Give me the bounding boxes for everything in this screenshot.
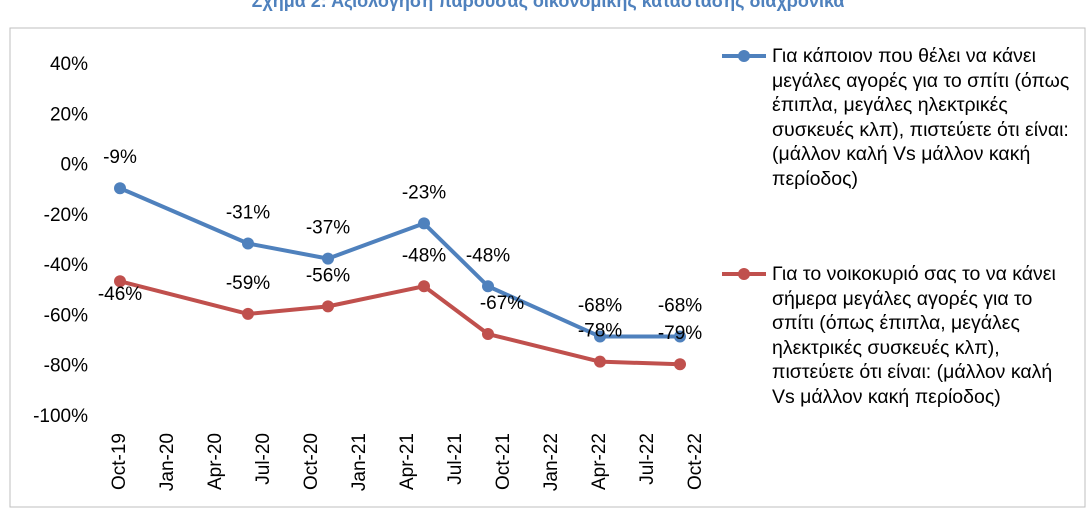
data-label: -78% (578, 321, 622, 342)
data-point (418, 217, 430, 230)
x-tick-label: Oct-19 (109, 433, 130, 490)
data-point (322, 300, 334, 313)
legend-item: Για το νοικοκυριό σας το να κάνει σήμερα… (722, 262, 1072, 409)
data-label: -23% (402, 182, 446, 203)
data-label: -48% (466, 245, 510, 266)
data-label: -48% (402, 245, 446, 266)
x-tick-label: Jan-21 (349, 433, 370, 491)
y-tick-label: -60% (44, 305, 88, 326)
data-point (242, 237, 254, 250)
x-tick-label: Apr-20 (205, 433, 226, 490)
data-label: -56% (306, 265, 350, 286)
x-tick-label: Jan-22 (541, 433, 562, 491)
y-tick-label: 0% (61, 155, 89, 176)
legend-key (722, 262, 772, 286)
x-tick-label: Jul-21 (445, 433, 466, 485)
chart-frame (9, 27, 1086, 508)
data-label: -37% (306, 218, 350, 239)
legend-item: Για κάποιον που θέλει να κάνει μεγάλες α… (722, 44, 1072, 191)
data-label: -68% (578, 296, 622, 317)
data-point (114, 275, 126, 288)
data-point (594, 355, 606, 368)
y-tick-label: -80% (44, 356, 88, 377)
x-tick-label: Jan-20 (157, 433, 178, 491)
data-point (242, 307, 254, 320)
y-tick-label: 40% (50, 54, 88, 75)
chart-title: Σχήμα 2: Αξιολόγηση παρούσας οικονομικής… (252, 0, 845, 12)
data-label: -46% (98, 284, 142, 305)
x-tick-label: Oct-21 (493, 433, 514, 490)
x-tick-label: Oct-22 (685, 433, 706, 490)
y-tick-label: 20% (50, 104, 88, 125)
x-tick-label: Jul-22 (637, 433, 658, 485)
data-point (674, 330, 686, 343)
data-label: -59% (226, 273, 270, 294)
data-label: -31% (226, 203, 270, 224)
x-tick-label: Apr-21 (397, 433, 418, 490)
x-tick-label: Oct-20 (301, 433, 322, 490)
legend-key (722, 44, 772, 68)
data-point (114, 182, 126, 195)
x-tick-label: Jul-20 (253, 433, 274, 485)
data-label: -79% (658, 323, 702, 344)
data-label: -67% (480, 293, 524, 314)
data-point (674, 358, 686, 371)
y-tick-label: -100% (33, 406, 88, 427)
data-label: -9% (103, 147, 137, 168)
x-tick-label: Apr-22 (589, 433, 610, 490)
data-point (482, 328, 494, 341)
data-point (482, 280, 494, 293)
y-tick-label: -40% (44, 255, 88, 276)
legend-label: Για το νοικοκυριό σας το να κάνει σήμερα… (772, 263, 1056, 408)
data-point (322, 252, 334, 265)
legend-label: Για κάποιον που θέλει να κάνει μεγάλες α… (772, 45, 1070, 190)
data-point (594, 330, 606, 343)
y-tick-label: -20% (44, 205, 88, 226)
data-label: -68% (658, 296, 702, 317)
data-point (418, 280, 430, 293)
